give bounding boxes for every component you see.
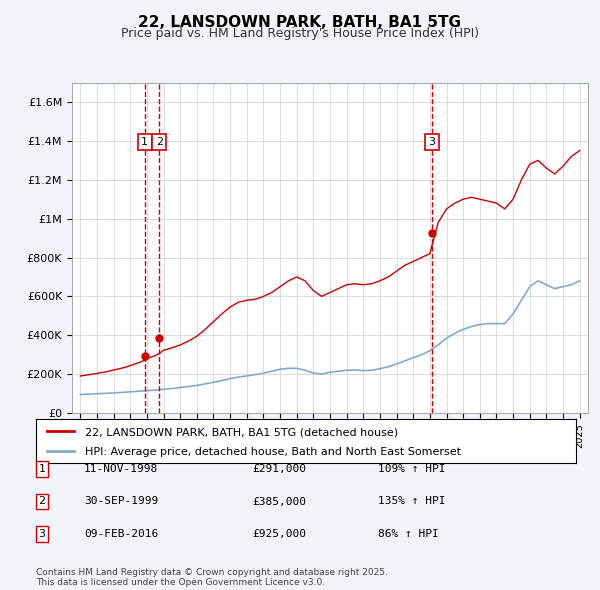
Text: £291,000: £291,000: [252, 464, 306, 474]
Text: £925,000: £925,000: [252, 529, 306, 539]
Text: 22, LANSDOWN PARK, BATH, BA1 5TG (detached house): 22, LANSDOWN PARK, BATH, BA1 5TG (detach…: [85, 427, 398, 437]
Text: 2: 2: [38, 497, 46, 506]
Text: 1: 1: [38, 464, 46, 474]
Text: 30-SEP-1999: 30-SEP-1999: [84, 497, 158, 506]
Text: 109% ↑ HPI: 109% ↑ HPI: [378, 464, 445, 474]
Text: Contains HM Land Registry data © Crown copyright and database right 2025.
This d: Contains HM Land Registry data © Crown c…: [36, 568, 388, 587]
Text: 11-NOV-1998: 11-NOV-1998: [84, 464, 158, 474]
Text: 2: 2: [156, 137, 163, 147]
Text: 135% ↑ HPI: 135% ↑ HPI: [378, 497, 445, 506]
Text: £385,000: £385,000: [252, 497, 306, 506]
Text: 1: 1: [141, 137, 148, 147]
Text: 22, LANSDOWN PARK, BATH, BA1 5TG: 22, LANSDOWN PARK, BATH, BA1 5TG: [139, 15, 461, 30]
Text: Price paid vs. HM Land Registry's House Price Index (HPI): Price paid vs. HM Land Registry's House …: [121, 27, 479, 40]
Text: 3: 3: [428, 137, 435, 147]
Text: 86% ↑ HPI: 86% ↑ HPI: [378, 529, 439, 539]
Text: 09-FEB-2016: 09-FEB-2016: [84, 529, 158, 539]
Text: HPI: Average price, detached house, Bath and North East Somerset: HPI: Average price, detached house, Bath…: [85, 447, 461, 457]
Text: 3: 3: [38, 529, 46, 539]
